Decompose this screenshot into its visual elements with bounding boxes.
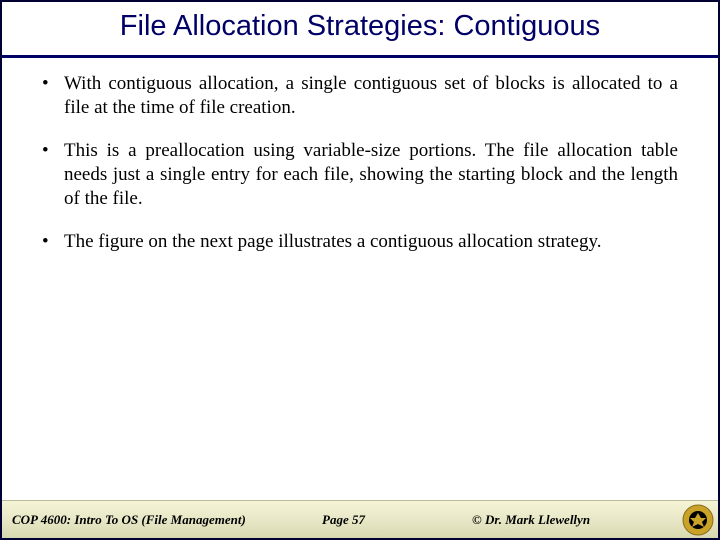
footer-page-number: Page 57 <box>322 512 422 528</box>
bullet-marker-icon: • <box>42 230 64 254</box>
bullet-text: This is a preallocation using variable-s… <box>64 139 678 212</box>
bullet-item: • This is a preallocation using variable… <box>42 139 678 212</box>
bullet-text: With contiguous allocation, a single con… <box>64 72 678 121</box>
bullet-marker-icon: • <box>42 72 64 121</box>
title-area: File Allocation Strategies: Contiguous <box>2 2 718 58</box>
university-logo-icon <box>682 504 714 536</box>
slide-container: File Allocation Strategies: Contiguous •… <box>0 0 720 540</box>
slide-footer: COP 4600: Intro To OS (File Management) … <box>2 500 718 538</box>
bullet-item: • The figure on the next page illustrate… <box>42 230 678 254</box>
slide-content: • With contiguous allocation, a single c… <box>2 58 718 500</box>
bullet-text: The figure on the next page illustrates … <box>64 230 678 254</box>
footer-author: © Dr. Mark Llewellyn <box>422 512 708 528</box>
slide-title: File Allocation Strategies: Contiguous <box>22 10 698 43</box>
bullet-marker-icon: • <box>42 139 64 212</box>
footer-course-label: COP 4600: Intro To OS (File Management) <box>12 512 322 528</box>
bullet-item: • With contiguous allocation, a single c… <box>42 72 678 121</box>
